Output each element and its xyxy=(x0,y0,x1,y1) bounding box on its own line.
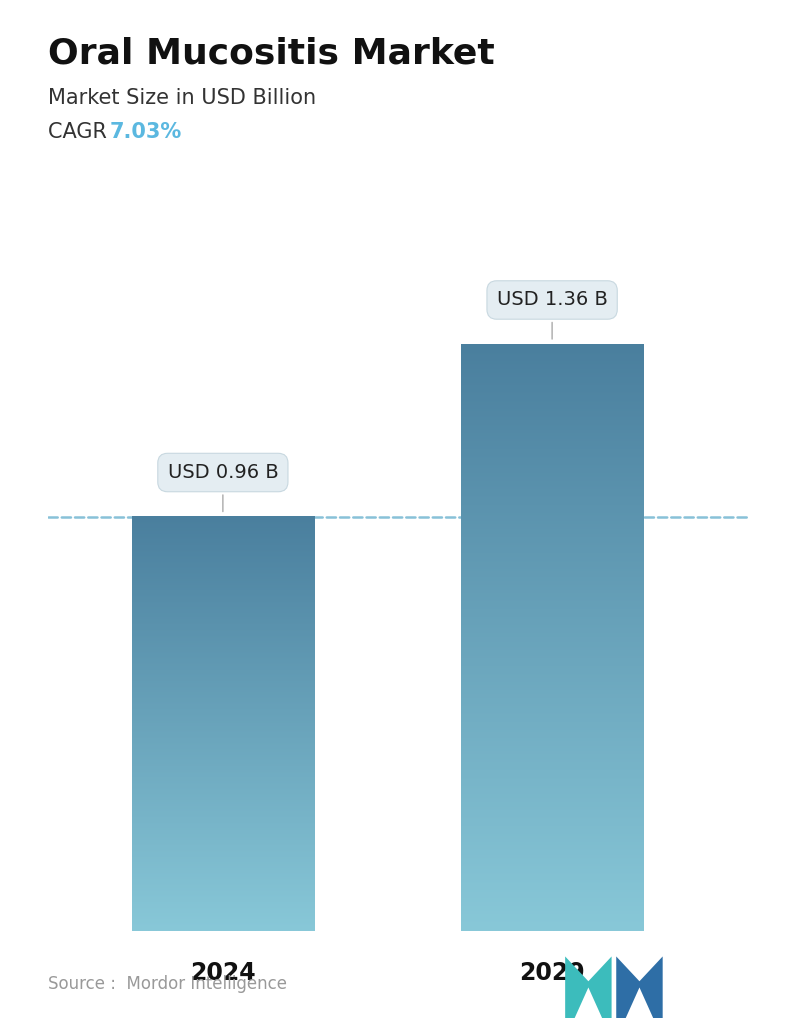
Text: Source :  Mordor Intelligence: Source : Mordor Intelligence xyxy=(48,975,287,993)
Text: Market Size in USD Billion: Market Size in USD Billion xyxy=(48,88,316,108)
Polygon shape xyxy=(565,956,611,1018)
Text: USD 0.96 B: USD 0.96 B xyxy=(167,463,279,512)
Text: 2029: 2029 xyxy=(519,961,585,984)
Polygon shape xyxy=(575,987,603,1018)
Text: USD 1.36 B: USD 1.36 B xyxy=(497,291,607,339)
Text: 7.03%: 7.03% xyxy=(110,122,182,142)
Polygon shape xyxy=(626,987,654,1018)
Text: CAGR: CAGR xyxy=(48,122,120,142)
Polygon shape xyxy=(616,956,663,1018)
Text: 2024: 2024 xyxy=(190,961,256,984)
Text: Oral Mucositis Market: Oral Mucositis Market xyxy=(48,36,494,70)
